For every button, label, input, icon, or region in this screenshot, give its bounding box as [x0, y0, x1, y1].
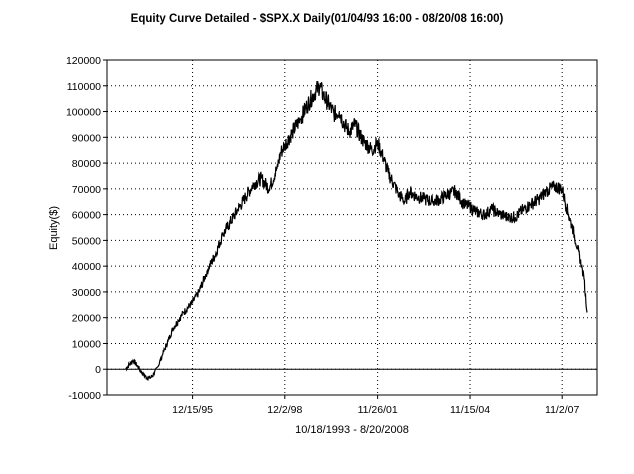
x-tick-label: 12/2/98 — [267, 404, 302, 416]
y-tick-label: 90000 — [72, 132, 101, 144]
y-tick-label: 30000 — [72, 287, 101, 299]
equity-series-line — [125, 80, 588, 382]
grid-lines — [107, 60, 597, 395]
y-tick-label: 40000 — [72, 261, 101, 273]
y-tick-label: 100000 — [66, 107, 101, 119]
y-tick-label: 70000 — [72, 184, 101, 196]
x-tick-label: 11/26/01 — [358, 404, 398, 416]
y-tick-label: 10000 — [72, 338, 101, 350]
y-tick-label: 60000 — [72, 210, 101, 222]
y-tick-label: 50000 — [72, 235, 101, 247]
chart-title: Equity Curve Detailed - $SPX.X Daily(01/… — [131, 13, 504, 25]
y-tick-label: 20000 — [72, 313, 101, 325]
plot-area — [106, 59, 598, 396]
y-tick-label: 80000 — [72, 158, 101, 170]
y-tick-label: 120000 — [66, 55, 101, 67]
x-axis-ticks: 12/15/95 12/2/98 11/26/01 11/15/04 11/2/07 — [172, 395, 579, 416]
x-tick-label: 12/15/95 — [172, 404, 213, 416]
x-tick-label: 11/15/04 — [450, 404, 490, 416]
y-tick-label: -10000 — [68, 390, 101, 402]
y-tick-label: 0 — [95, 364, 101, 376]
y-axis-ticks: -10000 0 10000 20000 30000 40000 50000 60000 700… — [66, 55, 107, 402]
x-axis-label: 10/18/1993 - 8/20/2008 — [295, 424, 409, 436]
x-tick-label: 11/2/07 — [545, 404, 579, 416]
y-tick-label: 110000 — [67, 81, 101, 93]
y-axis-label: Equity($) — [48, 206, 60, 250]
